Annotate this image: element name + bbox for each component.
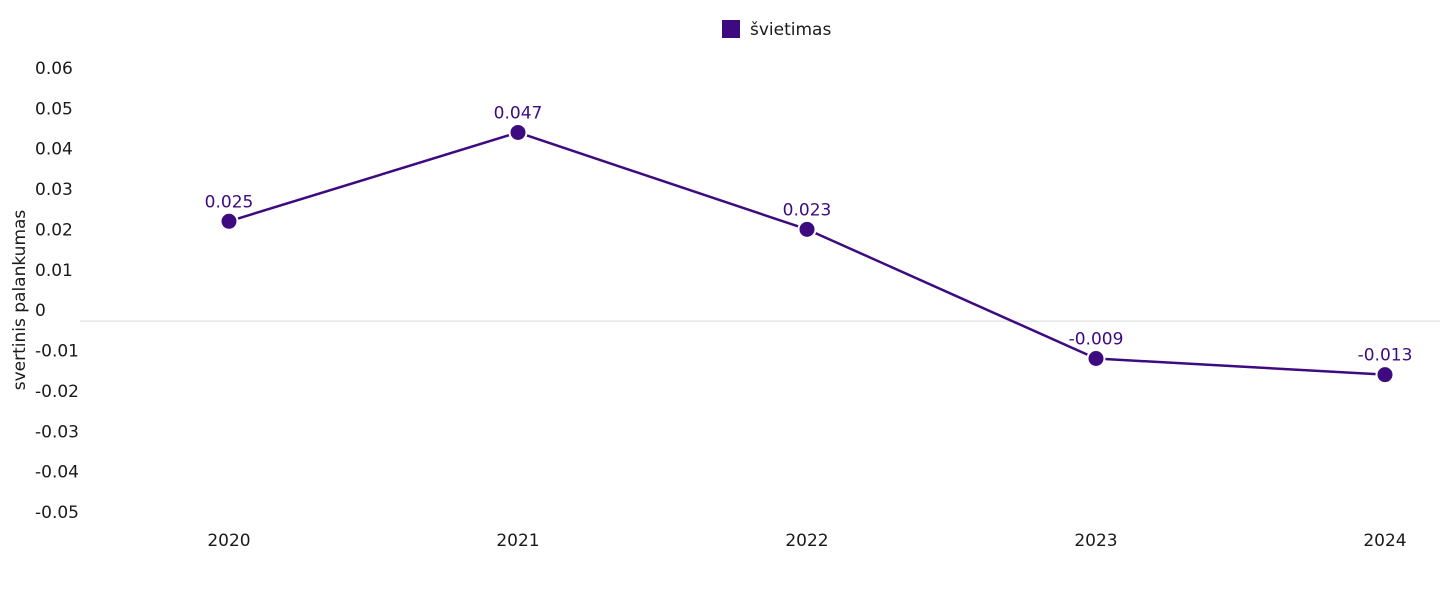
y-tick-label: 0.03 [35,180,73,200]
series-line [228,131,1386,376]
y-tick-label: 0.05 [35,99,73,119]
x-tick-label: 2023 [1074,531,1117,551]
data-label: 0.047 [494,103,543,123]
data-point[interactable] [219,211,239,231]
y-tick-label: -0.05 [35,503,79,523]
legend-label-svietimas: švietimas [750,20,831,40]
data-labels: 0.025 0.047 0.023 -0.009 -0.013 [205,103,1413,365]
y-tick-label: 0 [35,301,46,321]
x-tick-label: 2024 [1363,531,1406,551]
y-tick-label: 0.04 [35,140,73,160]
x-tick-label: 2022 [785,531,828,551]
y-tick-label: 0.02 [35,220,73,240]
data-label: 0.023 [783,200,832,220]
y-tick-label: -0.03 [35,422,79,442]
legend-swatch-svietimas [722,20,740,38]
y-tick-label: -0.01 [35,342,79,362]
y-tick-label: -0.02 [35,382,79,402]
legend: švietimas [722,20,831,40]
y-axis-title: svertinis palankumas [10,210,30,391]
data-point[interactable] [1375,365,1395,385]
x-tick-label: 2021 [496,531,539,551]
data-point[interactable] [508,122,528,142]
data-label: -0.009 [1069,330,1124,350]
y-tick-label: 0.06 [35,59,73,79]
series-svietimas [219,122,1395,385]
y-tick-label: 0.01 [35,261,73,281]
y-axis-ticks: 0.06 0.05 0.04 0.03 0.02 0.01 0 -0.01 -0.02 -0.03… [35,59,79,523]
data-label: -0.013 [1358,346,1413,366]
x-axis-ticks: 2020 2021 2022 2023 2024 [207,531,1406,551]
data-point[interactable] [797,219,817,239]
data-label: 0.025 [205,192,254,212]
data-point[interactable] [1086,349,1106,369]
x-tick-label: 2020 [207,531,250,551]
y-tick-label: -0.04 [35,463,79,483]
